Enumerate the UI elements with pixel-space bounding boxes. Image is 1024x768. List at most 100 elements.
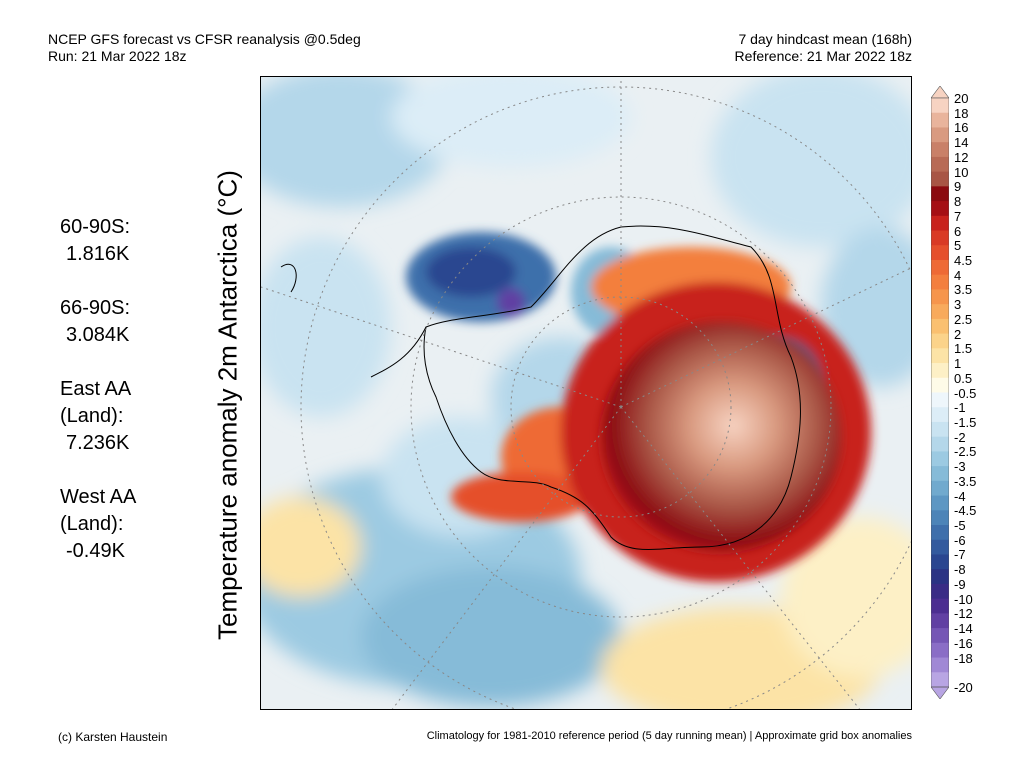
anomaly-field [261, 77, 911, 709]
stat-66-90s: 66-90S: 3.084K [60, 295, 170, 349]
colorbar-label: 20 [954, 91, 969, 106]
colorbar-swatch [931, 333, 949, 349]
colorbar-label: -18 [954, 650, 973, 666]
colorbar-swatch [931, 657, 949, 673]
colorbar-swatch [931, 495, 949, 511]
axis-label: Temperature anomaly 2m Antarctica (°C) [212, 170, 243, 640]
colorbar-swatch [931, 171, 949, 187]
colorbar-bottom-arrow [931, 686, 949, 699]
stat-value: 1.816K [66, 243, 130, 265]
colorbar-swatch [931, 642, 949, 659]
run-time: Run: 21 Mar 2022 18z [48, 48, 187, 64]
reference-time: Reference: 21 Mar 2022 18z [734, 48, 912, 64]
east-antarctica-warm-core [601, 322, 841, 552]
colorbar-swatch [931, 230, 949, 246]
colorbar-swatch [931, 554, 949, 570]
colorbar [931, 86, 949, 699]
colorbar-label: 6 [954, 223, 962, 239]
stat-value: 3.084K [66, 324, 130, 346]
colorbar-swatch [931, 392, 949, 408]
colorbar-swatch [931, 672, 949, 688]
colorbar-swatch [931, 436, 949, 452]
colorbar-frame [931, 97, 949, 688]
stat-label: West AA (Land): [60, 486, 136, 535]
colorbar-swatch [931, 466, 949, 482]
colorbar-label: -9 [954, 576, 966, 592]
colorbar-label: 4 [954, 267, 962, 283]
region-stats: 60-90S: 1.816K 66-90S: 3.084K East AA (L… [60, 214, 170, 592]
colorbar-swatch [931, 363, 949, 379]
stat-east-aa: East AA (Land): 7.236K [60, 376, 170, 457]
colorbar-label: -4.5 [954, 503, 977, 519]
colorbar-swatch [931, 377, 949, 393]
stat-label: 66-90S: [60, 297, 131, 319]
colorbar-swatch [931, 628, 949, 644]
colorbar-label: -1.5 [954, 414, 977, 430]
colorbar-swatch [931, 451, 949, 467]
colorbar-top-arrow [931, 86, 949, 99]
colorbar-label: 5 [954, 238, 962, 254]
colorbar-swatch [931, 407, 949, 423]
colorbar-label: 3.5 [954, 282, 973, 298]
colorbar-label: -20 [954, 680, 973, 695]
colorbar-label: -12 [954, 606, 973, 622]
colorbar-label: -2 [954, 429, 966, 445]
colorbar-swatch [931, 583, 949, 600]
colorbar-label: -2.5 [954, 444, 977, 460]
colorbar-swatch [931, 480, 949, 497]
colorbar-label: -4 [954, 488, 966, 504]
colorbar-swatch [931, 186, 949, 202]
stat-value: 7.236K [66, 432, 130, 454]
colorbar-label: -3.5 [954, 473, 977, 489]
colorbar-label: -0.5 [954, 385, 977, 401]
colorbar-label: 4.5 [954, 252, 973, 268]
colorbar-label: 9 [954, 179, 962, 195]
stat-label: 60-90S: [60, 216, 131, 238]
colorbar-label: 7 [954, 208, 962, 224]
model-title: NCEP GFS forecast vs CFSR reanalysis @0.… [48, 31, 361, 47]
colorbar-swatch [931, 142, 949, 158]
colorbar-label: 1.5 [954, 341, 973, 357]
colorbar-swatch [931, 274, 949, 290]
colorbar-label: 14 [954, 135, 969, 151]
colorbar-label: -8 [954, 562, 966, 578]
colorbar-swatch [931, 510, 949, 526]
stat-60-90s: 60-90S: 1.816K [60, 214, 170, 268]
colorbar-label: 0.5 [954, 370, 973, 386]
colorbar-label: -7 [954, 547, 966, 563]
colorbar-swatch [931, 259, 949, 276]
copyright: (c) Karsten Haustein [58, 730, 168, 744]
colorbar-swatch [931, 156, 949, 173]
colorbar-swatch [931, 525, 949, 541]
colorbar-swatch [931, 98, 949, 114]
header-left: NCEP GFS forecast vs CFSR reanalysis @0.… [48, 31, 361, 65]
colorbar-label: -3 [954, 459, 966, 475]
graticule [261, 77, 911, 709]
coastline [280, 225, 801, 550]
colorbar-swatch [931, 318, 949, 335]
colorbar-label: 8 [954, 194, 962, 210]
colorbar-swatch [931, 245, 949, 261]
colorbar-swatch [931, 215, 949, 232]
climatology-note: Climatology for 1981-2010 reference peri… [426, 730, 912, 742]
colorbar-label: -1 [954, 400, 966, 416]
colorbar-swatch [931, 304, 949, 320]
forecast-window: 7 day hindcast mean (168h) [738, 31, 912, 47]
colorbar-label: 2.5 [954, 311, 973, 327]
stat-west-aa: West AA (Land): -0.49K [60, 484, 170, 565]
colorbar-swatch [931, 201, 949, 217]
colorbar-swatch [931, 421, 949, 438]
colorbar-label: -14 [954, 621, 973, 637]
colorbar-label: 2 [954, 326, 962, 342]
colorbar-swatch [931, 598, 949, 614]
colorbar-label: 3 [954, 297, 962, 313]
colorbar-label: -6 [954, 532, 966, 548]
colorbar-label: 16 [954, 120, 969, 136]
colorbar-label: -16 [954, 635, 973, 651]
stat-label: East AA (Land): [60, 378, 131, 427]
colorbar-label: 10 [954, 164, 969, 180]
colorbar-swatch [931, 348, 949, 364]
colorbar-label: 18 [954, 105, 969, 121]
colorbar-swatch [931, 289, 949, 305]
header-right: 7 day hindcast mean (168h) Reference: 21… [735, 31, 912, 65]
